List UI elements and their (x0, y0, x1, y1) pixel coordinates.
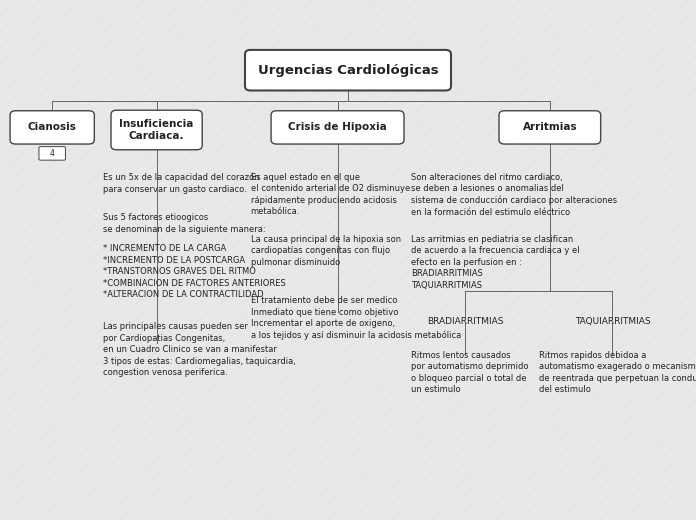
FancyBboxPatch shape (111, 110, 202, 150)
Text: Crisis de Hipoxia: Crisis de Hipoxia (288, 122, 387, 133)
Text: BRADIARRITMIAS: BRADIARRITMIAS (427, 317, 503, 326)
Text: Son alteraciones del ritmo cardiaco,
se deben a lesiones o anomalias del
sistema: Son alteraciones del ritmo cardiaco, se … (411, 173, 617, 217)
Text: * INCREMENTO DE LA CARGA
*INCREMENTO DE LA POSTCARGA
*TRANSTORNOS GRAVES DEL RIT: * INCREMENTO DE LA CARGA *INCREMENTO DE … (103, 244, 286, 299)
Text: Ritmos rapidos debidoa a
automatismo exagerado o mecanismos
de reentrada que per: Ritmos rapidos debidoa a automatismo exa… (539, 351, 696, 394)
Text: 4: 4 (49, 149, 55, 158)
Text: Cianosis: Cianosis (28, 122, 77, 133)
Text: Arritmias: Arritmias (523, 122, 577, 133)
Text: El tratamiento debe de ser medico
Inmediato que tiene como objetivo
Incrementar : El tratamiento debe de ser medico Inmedi… (251, 296, 461, 341)
Text: Es aquel estado en el que
el contenido arterial de O2 disminuye
rápidamente prod: Es aquel estado en el que el contenido a… (251, 173, 410, 216)
Text: La causa principal de la hipoxia son
cardiopatías congenitas con flujo
pulmonar : La causa principal de la hipoxia son car… (251, 235, 401, 267)
FancyBboxPatch shape (10, 111, 95, 144)
Text: Las arritmias en pediatria se clasifican
de acuerdo a la frecuencia cardiaca y e: Las arritmias en pediatria se clasifican… (411, 235, 579, 290)
FancyBboxPatch shape (271, 111, 404, 144)
Text: Es un 5x de la capacidad del corazón
para conservar un gasto cardiaco.: Es un 5x de la capacidad del corazón par… (103, 173, 260, 193)
FancyBboxPatch shape (39, 147, 65, 160)
Text: TAQUIARRITMIAS: TAQUIARRITMIAS (575, 317, 650, 326)
FancyBboxPatch shape (499, 111, 601, 144)
Text: Sus 5 factores etioogicos
se denominan de la siguiente manera:: Sus 5 factores etioogicos se denominan d… (103, 213, 266, 233)
Text: Las principales causas pueden ser
por Cardiopatias Congenitas,
en un Cuadro Clin: Las principales causas pueden ser por Ca… (103, 322, 296, 377)
FancyBboxPatch shape (245, 50, 451, 90)
Text: Ritmos lentos causados
por automatismo deprimido
o bloqueo parcial o total de
un: Ritmos lentos causados por automatismo d… (411, 351, 528, 394)
Text: Insuficiencia
Cardiaca.: Insuficiencia Cardiaca. (120, 119, 193, 141)
Text: Urgencias Cardiológicas: Urgencias Cardiológicas (258, 63, 438, 76)
